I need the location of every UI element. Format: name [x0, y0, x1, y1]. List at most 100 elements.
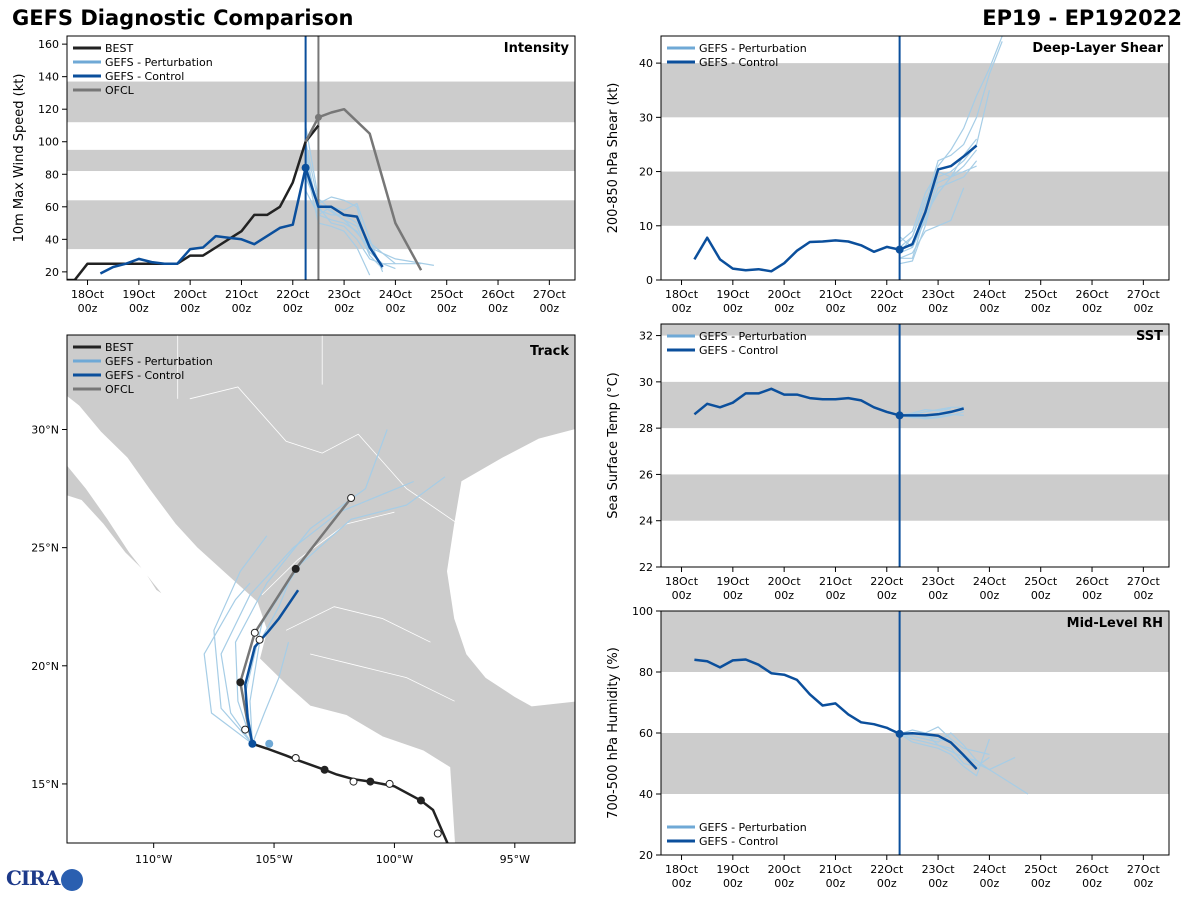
shear-panel-title: Deep-Layer Shear — [1032, 41, 1163, 56]
sst-xtick-label: 00z — [1082, 589, 1102, 602]
sst-ylabel: Sea Surface Temp (°C) — [606, 372, 621, 519]
state-border — [189, 386, 463, 527]
track-position-dot — [433, 829, 442, 838]
shear-ytick-label: 10 — [639, 220, 653, 233]
sst-xtick-label: 00z — [723, 589, 743, 602]
shear-band — [661, 63, 1169, 118]
intensity-xtick-label: 00z — [334, 302, 354, 315]
rh-xtick-label: 00z — [774, 877, 794, 890]
intensity-ytick-label: 140 — [38, 71, 59, 84]
sst-frame — [660, 323, 1170, 568]
rh-xtick-label: 00z — [928, 877, 948, 890]
shear-xtick-label: 00z — [672, 302, 692, 315]
shear-panel: 01020304018Oct00z19Oct00z20Oct00z21Oct00… — [606, 35, 1170, 315]
track-position-dot — [291, 564, 300, 573]
intensity-xtick-label: 25Oct — [430, 288, 464, 301]
shear-ylabel: 200-850 hPa Shear (kt) — [606, 83, 621, 234]
intensity-frame — [66, 35, 576, 281]
track-panel: 110°W 105°W 100°W 95°W 15°N 20°N 25°N 30°N Track… — [31, 334, 576, 866]
logo-text: CIRA — [6, 866, 60, 890]
rh-ytick-label: 20 — [639, 849, 653, 862]
intensity-ofcl-dot — [314, 113, 322, 121]
shear-band — [661, 171, 1169, 226]
shear-control-line — [693, 144, 978, 273]
track-ytick-label: 20°N — [31, 660, 59, 673]
rh-ylabel: 700-500 hPa Humidity (%) — [606, 647, 621, 819]
land-mainland — [67, 335, 575, 843]
track-xtick-label: 105°W — [255, 853, 292, 866]
shear-xtick-label: 26Oct — [1076, 288, 1110, 301]
intensity-ylabel: 10m Max Wind Speed (kt) — [12, 74, 27, 243]
shear-perturbation-line — [899, 187, 965, 259]
shear-ytick-label: 20 — [639, 166, 653, 179]
state-border — [285, 606, 431, 643]
track-position-dot — [320, 765, 329, 774]
legend-label-best: BEST — [105, 42, 133, 55]
track-position-dot — [250, 628, 259, 637]
track-position-dot — [291, 753, 300, 762]
track-position-dot — [255, 635, 264, 644]
intensity-xtick-label: 00z — [437, 302, 457, 315]
track-xtick-label: 110°W — [135, 853, 172, 866]
intensity-xtick-label: 00z — [539, 302, 559, 315]
sst-band — [661, 324, 1169, 336]
legend-label-control: GEFS - Control — [699, 344, 778, 357]
shear-ytick-label: 40 — [639, 57, 653, 70]
rh-xtick-label: 26Oct — [1076, 863, 1110, 876]
intensity-ytick-label: 80 — [45, 168, 59, 181]
sst-xtick-label: 18Oct — [665, 575, 699, 588]
shear-control-init-dot — [895, 245, 904, 254]
sst-xtick-label: 00z — [672, 589, 692, 602]
intensity-xtick-label: 00z — [488, 302, 508, 315]
intensity-control-init-dot — [301, 163, 310, 172]
sst-ytick-label: 30 — [639, 376, 653, 389]
sst-panel: 22242628303218Oct00z19Oct00z20Oct00z21Oc… — [606, 323, 1170, 602]
legend-label-perturbation: GEFS - Perturbation — [699, 821, 807, 834]
rh-control-line — [694, 658, 978, 770]
sst-control-init-dot — [895, 411, 904, 420]
intensity-xtick-label: 21Oct — [225, 288, 259, 301]
intensity-ytick-label: 100 — [38, 136, 59, 149]
sst-xtick-label: 26Oct — [1076, 575, 1110, 588]
rh-plot-area — [661, 611, 1169, 855]
rh-xtick-label: 00z — [1133, 877, 1153, 890]
sst-plot-area — [661, 324, 1169, 567]
legend-label-control: GEFS - Control — [699, 835, 778, 848]
shear-xtick-label: 00z — [928, 302, 948, 315]
shear-xtick-label: 00z — [826, 302, 846, 315]
rh-ytick-label: 80 — [639, 666, 653, 679]
rh-xtick-label: 18Oct — [665, 863, 699, 876]
rh-perturbation-line — [899, 733, 990, 777]
shear-xtick-label: 18Oct — [665, 288, 699, 301]
intensity-plot-area — [67, 36, 575, 280]
sst-xtick-label: 00z — [826, 589, 846, 602]
intensity-band — [67, 200, 575, 250]
sst-xtick-label: 00z — [980, 589, 1000, 602]
shear-xtick-label: 00z — [1082, 302, 1102, 315]
track-position-dot — [366, 777, 375, 786]
track-position-dot — [241, 725, 250, 734]
shear-perturbation-line — [899, 36, 1003, 259]
sst-ytick-label: 26 — [639, 468, 653, 481]
storm-id: EP19 - EP192022 — [982, 6, 1182, 30]
shear-xtick-label: 19Oct — [716, 288, 750, 301]
intensity-xtick-label: 00z — [180, 302, 200, 315]
intensity-ytick-label: 60 — [45, 201, 59, 214]
rh-ytick-label: 60 — [639, 727, 653, 740]
track-position-dot — [349, 777, 358, 786]
rh-xtick-label: 25Oct — [1024, 863, 1058, 876]
sst-band — [661, 381, 1169, 429]
intensity-xtick-label: 19Oct — [122, 288, 156, 301]
logo-globe-icon — [61, 868, 84, 891]
shear-xtick-label: 21Oct — [819, 288, 853, 301]
shear-xtick-label: 22Oct — [870, 288, 904, 301]
intensity-panel: 2040608010012014016018Oct00z19Oct00z20Oc… — [12, 35, 576, 315]
shear-ytick-label: 30 — [639, 111, 653, 124]
rh-xtick-label: 00z — [826, 877, 846, 890]
legend-label-best: BEST — [105, 341, 133, 354]
rh-panel-title: Mid-Level RH — [1067, 616, 1163, 631]
rh-panel: 2040608010018Oct00z19Oct00z20Oct00z21Oct… — [606, 605, 1170, 890]
track-perturbation-line — [203, 582, 253, 745]
intensity-xtick-label: 00z — [386, 302, 406, 315]
